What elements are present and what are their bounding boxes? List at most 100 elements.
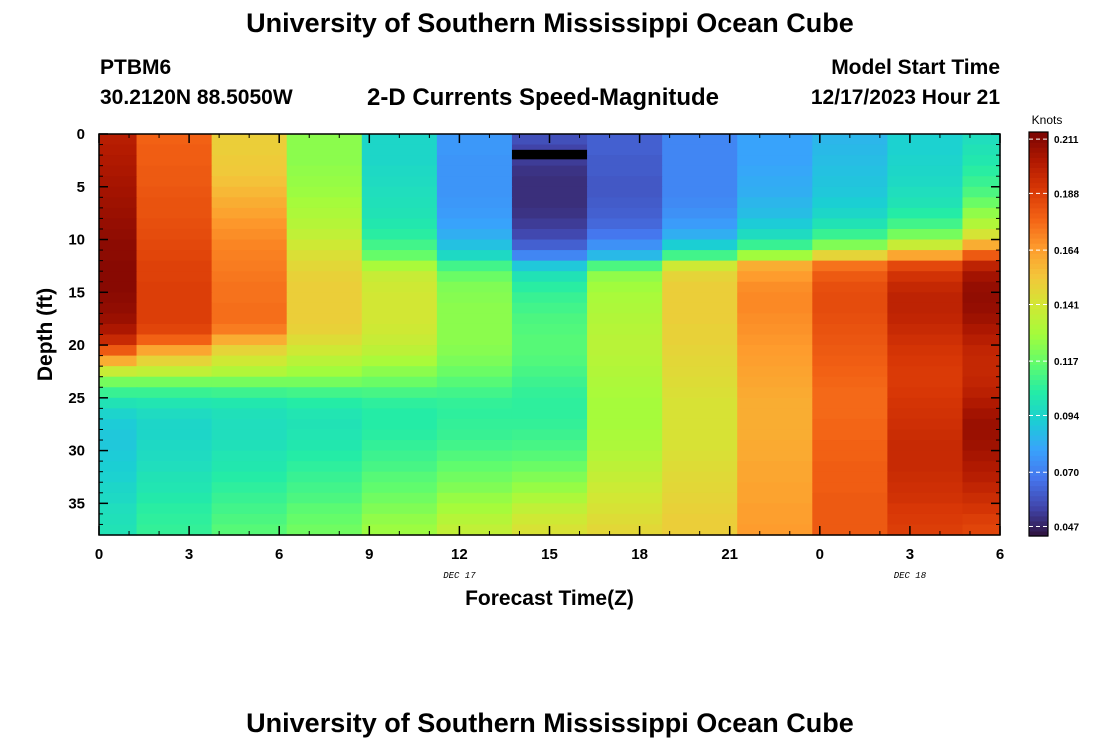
heatmap-cell <box>211 207 288 220</box>
heatmap-cell <box>211 134 288 146</box>
heatmap-cell <box>887 471 964 483</box>
heatmap-cell <box>962 450 1001 462</box>
heatmap-cell <box>887 155 964 167</box>
heatmap-cell <box>962 197 1001 209</box>
heatmap-cell <box>511 492 588 504</box>
heatmap-cell <box>587 334 663 346</box>
heatmap-cell <box>812 366 888 378</box>
heatmap-cell <box>211 513 288 526</box>
heatmap-cell <box>436 155 513 167</box>
heatmap-cell <box>887 186 964 198</box>
x-tick-label: 6 <box>275 546 283 563</box>
colorbar-segment <box>1029 414 1048 421</box>
colorbar-segment <box>1029 354 1048 360</box>
heatmap-cell <box>587 397 663 409</box>
y-tick-label: 0 <box>77 126 85 143</box>
heatmap-cell <box>99 144 138 156</box>
heatmap-cell <box>361 260 438 272</box>
heatmap-cell <box>812 302 888 314</box>
heatmap-cell <box>136 376 213 388</box>
heatmap-cell <box>737 376 813 388</box>
heatmap-cell <box>812 323 888 336</box>
colorbar-segment <box>1029 132 1048 138</box>
y-tick-label: 15 <box>68 284 85 301</box>
heatmap-cell <box>737 355 813 367</box>
colorbar-segment <box>1029 510 1048 517</box>
heatmap-cell <box>99 366 138 378</box>
heatmap-cell <box>587 218 663 230</box>
heatmap-cell <box>99 260 138 272</box>
colorbar-segment <box>1029 318 1048 325</box>
heatmap-cell <box>361 281 438 293</box>
y-tick-label: 25 <box>68 390 85 407</box>
heatmap-cell <box>511 387 588 399</box>
heatmap-cell <box>286 134 363 146</box>
heatmap-cell <box>812 513 888 526</box>
heatmap-cell <box>436 250 513 262</box>
heatmap-cell <box>436 429 513 441</box>
heatmap-cell <box>887 513 964 526</box>
heatmap-cell <box>99 250 138 262</box>
colorbar-segment <box>1029 328 1048 335</box>
heatmap-cell <box>812 387 888 399</box>
heatmap-cell <box>737 492 813 504</box>
colorbar-segment <box>1029 263 1048 269</box>
heatmap-cell <box>436 418 513 431</box>
heatmap-cell <box>962 260 1001 272</box>
heatmap-cell <box>286 292 363 304</box>
colorbar-segment <box>1029 167 1048 173</box>
heatmap-cell <box>211 524 288 536</box>
colorbar-segment <box>1029 505 1048 512</box>
heatmap-cell <box>662 345 738 357</box>
heatmap-cell <box>99 503 138 515</box>
heatmap-cell <box>812 450 888 462</box>
heatmap-cell <box>436 503 513 515</box>
colorbar-tick-label: 0.047 <box>1054 523 1079 534</box>
heatmap-cell <box>887 313 964 325</box>
heatmap-cell <box>211 144 288 156</box>
colorbar-segment <box>1029 162 1048 168</box>
heatmap-cell <box>662 450 738 462</box>
heatmap-cell <box>887 250 964 262</box>
second-chart-title: University of Southern Mississippi Ocean… <box>246 708 854 738</box>
colorbar-segment <box>1029 374 1048 381</box>
heatmap-cell <box>662 366 738 378</box>
heatmap-cell <box>436 165 513 177</box>
heatmap-cell <box>136 471 213 483</box>
heatmap-cell <box>587 503 663 515</box>
heatmap-cell <box>511 292 588 304</box>
heatmap-cell <box>812 218 888 230</box>
heatmap-cell <box>99 218 138 230</box>
heatmap-cell <box>962 408 1001 420</box>
colorbar-segment <box>1029 283 1048 290</box>
heatmap-cell <box>511 176 588 188</box>
heatmap-cell <box>286 503 363 515</box>
heatmap-cell <box>511 450 588 462</box>
colorbar-segment <box>1029 207 1048 214</box>
heatmap-cell <box>511 281 588 293</box>
heatmap-cell <box>737 155 813 167</box>
heatmap-cell <box>962 186 1001 198</box>
heatmap-cell <box>286 397 363 409</box>
heatmap-cell <box>99 355 138 367</box>
heatmap-cell <box>361 450 438 462</box>
heatmap-cell <box>361 334 438 346</box>
heatmap-cell <box>211 355 288 367</box>
heatmap-cell <box>361 250 438 262</box>
heatmap-cell <box>361 176 438 188</box>
heatmap-cell <box>587 524 663 536</box>
heatmap-cell <box>511 376 588 388</box>
heatmap-cell <box>887 207 964 220</box>
y-tick-label: 20 <box>68 337 85 354</box>
heatmap-cell <box>136 250 213 262</box>
heatmap-cell <box>286 366 363 378</box>
heatmap-cell <box>812 134 888 146</box>
colorbar-segment <box>1029 243 1048 249</box>
heatmap-cell <box>511 260 588 272</box>
heatmap-cell <box>962 292 1001 304</box>
colorbar-segment <box>1029 308 1048 315</box>
colorbar-segment <box>1029 313 1048 320</box>
heatmap-cell <box>737 239 813 251</box>
heatmap-cell <box>511 345 588 357</box>
